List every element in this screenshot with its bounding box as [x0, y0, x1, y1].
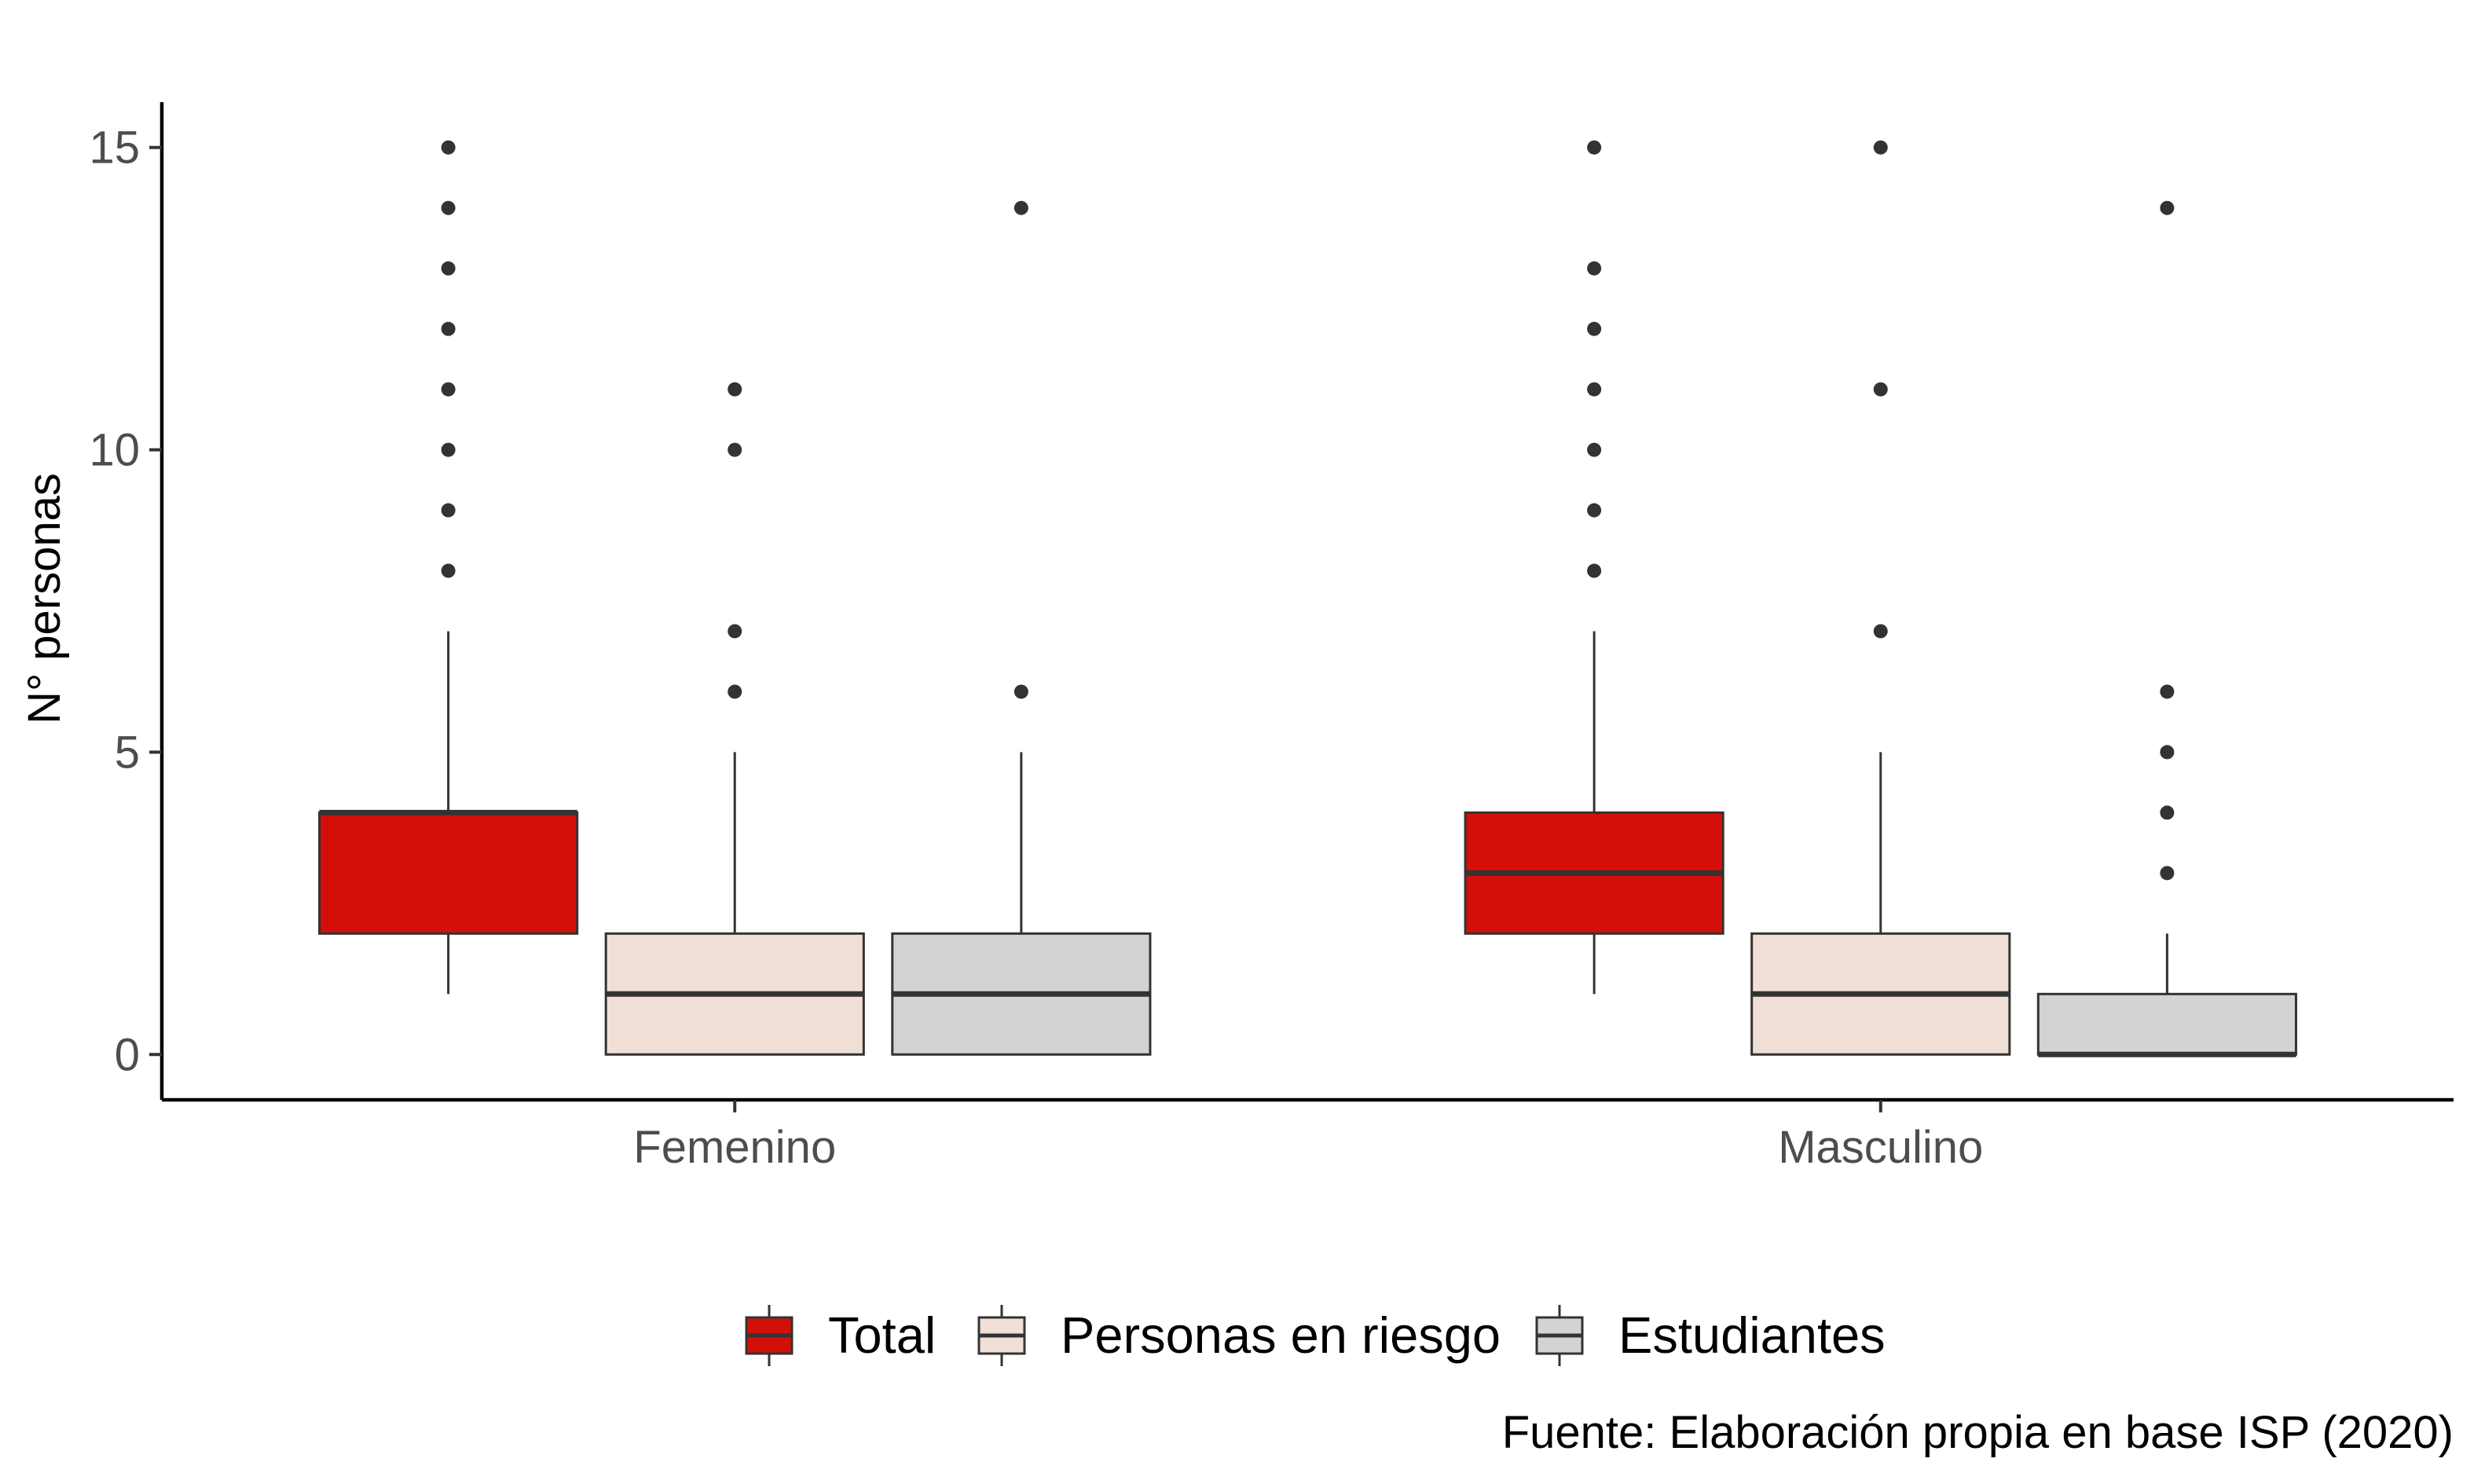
legend-label: Estudiantes — [1618, 1306, 1886, 1364]
outlier-point — [1587, 321, 1602, 336]
outlier-point — [441, 442, 456, 457]
box-total-masculino — [1464, 140, 1724, 995]
y-tick-label: 10 — [89, 425, 140, 476]
legend-label: Personas en riesgo — [1061, 1306, 1501, 1364]
caption: Fuente: Elaboración propia en base ISP (… — [1502, 1407, 2454, 1458]
outlier-point — [728, 442, 742, 457]
outlier-point — [1587, 382, 1602, 397]
outlier-point — [2160, 684, 2175, 699]
box-personas-en-riesgo-femenino — [604, 382, 865, 1056]
outlier-point — [1587, 503, 1602, 518]
y-axis-title: N° personas — [19, 473, 70, 724]
x-tick-label: Masculino — [1778, 1122, 1983, 1173]
outlier-point — [1013, 684, 1028, 699]
box-estudiantes-femenino — [891, 200, 1152, 1056]
legend: Total Personas en riesgo Estudiantes — [745, 1305, 1886, 1366]
outlier-point — [2160, 200, 2175, 215]
outlier-point — [1587, 261, 1602, 276]
outlier-point — [441, 503, 456, 518]
box-body — [318, 811, 579, 935]
outlier-point — [441, 140, 456, 155]
outlier-point — [2160, 805, 2175, 820]
legend-item-total: Total — [745, 1305, 936, 1366]
outlier-point — [441, 321, 456, 336]
y-tick-label: 15 — [89, 123, 140, 174]
y-tick-label: 0 — [115, 1029, 140, 1080]
outlier-point — [1873, 624, 1888, 639]
box-estudiantes-masculino — [2036, 200, 2297, 1057]
outlier-point — [2160, 745, 2175, 760]
legend-item-estudiantes: Estudiantes — [1535, 1305, 1886, 1366]
x-tick-label: Femenino — [633, 1122, 836, 1173]
outlier-point — [728, 684, 742, 699]
box-total-femenino — [318, 140, 579, 995]
y-axis: 0 5 10 15 — [89, 102, 164, 1100]
box-personas-en-riesgo-masculino — [1750, 140, 2011, 1056]
outlier-point — [1013, 200, 1028, 215]
outlier-point — [1587, 140, 1602, 155]
outlier-point — [728, 382, 742, 397]
outlier-point — [1587, 563, 1602, 578]
outlier-point — [441, 200, 456, 215]
outlier-point — [728, 624, 742, 639]
legend-item-personas-en-riesgo: Personas en riesgo — [977, 1305, 1501, 1366]
y-tick-label: 5 — [115, 727, 140, 778]
legend-label: Total — [828, 1306, 936, 1364]
x-axis: Femenino Masculino — [162, 1097, 2454, 1173]
outlier-point — [441, 563, 456, 578]
plot-area — [318, 140, 2297, 1057]
outlier-point — [1587, 442, 1602, 457]
outlier-point — [1873, 140, 1888, 155]
outlier-point — [441, 382, 456, 397]
box-body — [2036, 992, 2297, 1056]
outlier-point — [1873, 382, 1888, 397]
outlier-point — [441, 261, 456, 276]
outlier-point — [2160, 866, 2175, 881]
